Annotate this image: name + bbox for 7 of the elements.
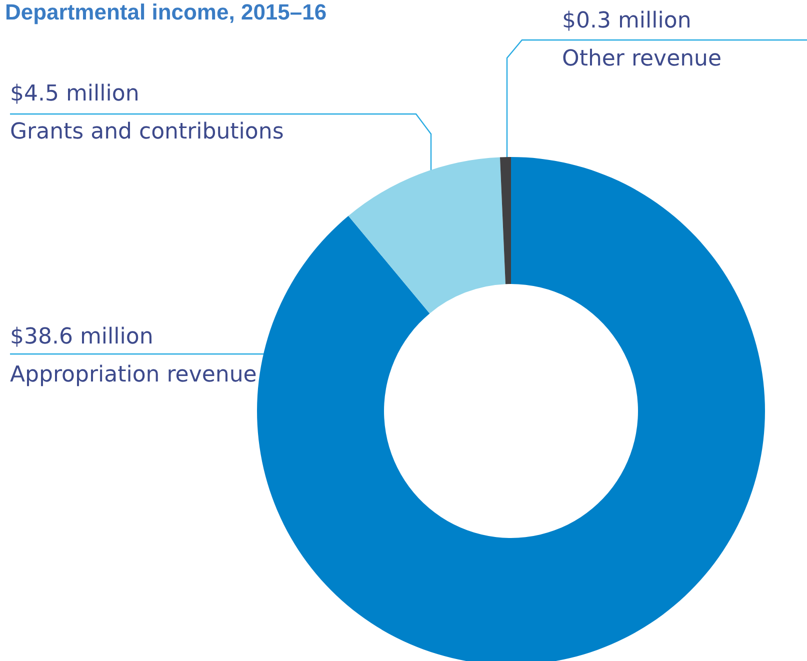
chart-title: Departmental income, 2015–16 <box>5 0 327 24</box>
data-label: $38.6 million <box>10 324 154 350</box>
slice-label: Grants and contributions <box>10 120 284 144</box>
data-label: $4.5 million <box>10 82 140 106</box>
slice-label: Appropriation revenue <box>10 362 257 388</box>
slice-label: Other revenue <box>562 46 722 72</box>
data-label: $0.3 million <box>562 8 692 34</box>
